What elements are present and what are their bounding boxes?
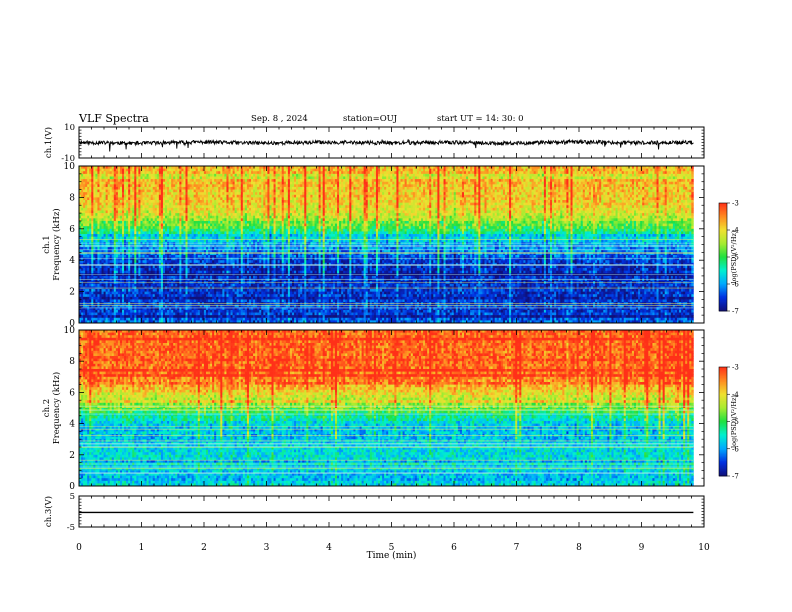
y-tick-label: 4 <box>69 420 75 430</box>
colorbar-tick-label: -7 <box>732 473 739 481</box>
ch1-spectrogram-ylabel: ch.1 <box>42 235 52 253</box>
colorbar-tick-label: -5 <box>732 418 739 426</box>
ch1-colorbar: -3 -4 -5 -6 -7 log(PSD)(V²/Hz) <box>718 200 739 316</box>
y-tick-label: 2 <box>69 288 75 298</box>
colorbar-tick-label: -5 <box>732 254 739 262</box>
y-tick-label: 0 <box>69 319 75 329</box>
x-tick-label: 2 <box>201 543 207 553</box>
ch1-spectrogram-ylabel2: Frequency (kHz) <box>51 208 62 280</box>
y-tick-label: 5 <box>70 492 75 502</box>
y-tick-label: -5 <box>67 523 75 533</box>
y-tick-label: 10 <box>64 162 76 172</box>
y-tick-label: 6 <box>69 388 75 398</box>
y-tick-label: 2 <box>69 451 75 461</box>
ch2-spectrogram-image <box>79 330 694 487</box>
x-tick-label: 5 <box>389 543 395 553</box>
x-axis-label: Time (min) <box>367 550 417 561</box>
x-tick-label: 7 <box>514 543 520 553</box>
start-time-label: start UT = 14: 30: 0 <box>437 114 524 124</box>
colorbar-tick-label: -4 <box>732 391 739 399</box>
ch1-waveform-panel: 10 -10 ch.1(V) <box>43 123 705 164</box>
y-tick-label: 6 <box>69 225 75 235</box>
y-tick-label: 8 <box>69 193 75 203</box>
ch1-waveform-ylabel: ch.1(V) <box>43 127 54 158</box>
station-label: station=OUJ <box>343 114 397 124</box>
y-tick-label: -10 <box>61 154 75 164</box>
colorbar-tick-label: -3 <box>732 364 739 372</box>
x-tick-label: 10 <box>698 543 710 553</box>
colorbar-label: log(PSD)(V²/Hz) <box>730 395 738 448</box>
colorbar-tick-label: -6 <box>732 445 739 453</box>
x-tick-label: 9 <box>639 543 645 553</box>
ch1-waveform-trace <box>78 138 694 152</box>
y-tick-label: 4 <box>69 256 75 266</box>
x-tick-label: 1 <box>139 543 145 553</box>
ch3-waveform-ylabel: ch.3(V) <box>43 496 54 527</box>
x-tick-label: 8 <box>576 543 582 553</box>
colorbar-tick-label: -4 <box>732 227 739 235</box>
x-tick-label: 0 <box>76 543 82 553</box>
ch1-spectrogram-panel: 0 2 4 6 8 10 ch.1 Frequency (kHz) <box>42 162 705 329</box>
x-tick-label: 3 <box>264 543 270 553</box>
y-tick-label: 10 <box>64 326 76 336</box>
figure-title: VLF Spectra <box>79 112 149 125</box>
ch2-spectrogram-panel: 0 2 4 6 8 10 ch.2 Frequency (kHz) <box>42 326 705 492</box>
ch2-spectrogram-ylabel: ch.2 <box>42 399 52 417</box>
colorbar-tick-label: -3 <box>732 200 739 208</box>
colorbar-tick-label: -6 <box>732 281 739 289</box>
x-tick-label: 4 <box>326 543 332 553</box>
ch3-waveform-panel: 5 -5 ch.3(V) 0 1 2 3 4 5 6 7 8 9 10 Time (min) <box>43 492 710 561</box>
colorbar-label: log(PSD)(V²/Hz) <box>730 230 738 283</box>
colorbar-tick-label: -7 <box>732 308 739 316</box>
date-label: Sep. 8 , 2024 <box>251 114 308 124</box>
ch2-spectrogram-ylabel2: Frequency (kHz) <box>51 372 62 444</box>
y-tick-label: 0 <box>69 482 75 492</box>
ch2-colorbar: -3 -4 -5 -6 -7 log(PSD)(V²/Hz) <box>718 364 739 481</box>
y-tick-label: 8 <box>69 357 75 367</box>
ch1-spectrogram-image <box>79 166 694 324</box>
x-tick-label: 6 <box>451 543 457 553</box>
y-tick-label: 10 <box>64 123 75 133</box>
